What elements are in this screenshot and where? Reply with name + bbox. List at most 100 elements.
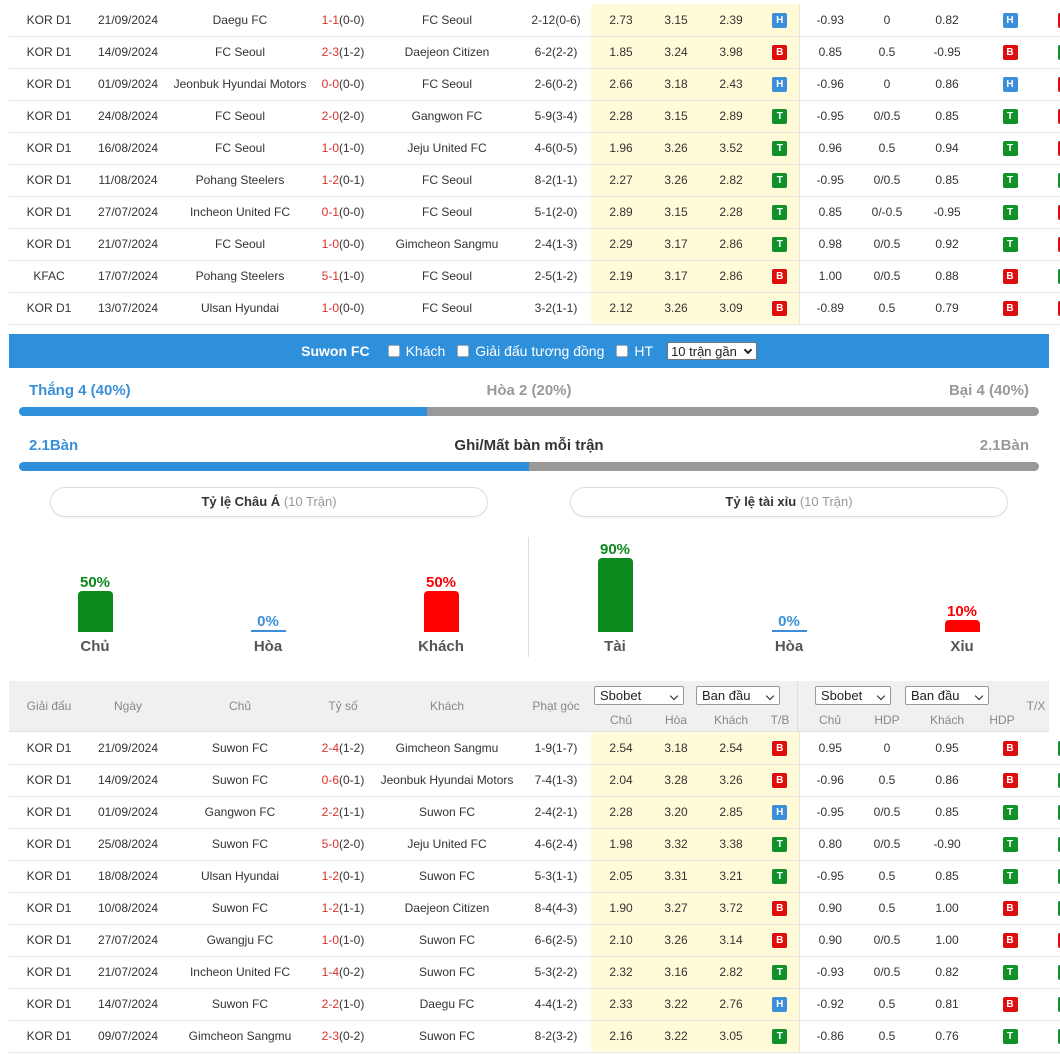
away-team-cell[interactable]: Suwon FC [373,924,521,957]
away-team-cell[interactable]: Jeju United FC [373,828,521,861]
bookmaker-select-1x2[interactable]: Sbobet [594,686,684,705]
table-row[interactable]: KOR D1 13/07/2024 Ulsan Hyundai 1-0(0-0) FC … [9,292,1060,325]
bar-label: Hòa [253,638,283,655]
half-time-score: (1-0) [339,269,365,283]
away-team-cell[interactable]: FC Seoul [373,4,521,37]
away-team-cell[interactable]: Suwon FC [373,796,521,829]
away-team-cell[interactable]: Daegu FC [373,988,521,1021]
hdp-result-cell: T [981,228,1039,261]
ht-checkbox-label[interactable]: HT [634,343,654,359]
odds-type-select-1x2[interactable]: Ban đầu [696,686,780,705]
away-team-cell[interactable]: FC Seoul [373,196,521,229]
table-row[interactable]: KOR D1 09/07/2024 Gimcheon Sangmu 2-3(0-2) S… [9,1020,1060,1053]
away-team-cell[interactable]: Jeju United FC [373,132,521,165]
bar-label: Hòa [774,638,804,655]
home-team-cell[interactable]: Ulsan Hyundai [167,860,313,893]
league-cell: KOR D1 [9,988,89,1021]
same-league-checkbox-label[interactable]: Giải đấu tương đồng [475,343,605,359]
away-team-cell[interactable]: FC Seoul [373,68,521,101]
ou-result-cell: T [1039,892,1060,925]
corner-cell: 8-2(3-2) [521,1020,591,1053]
away-checkbox[interactable] [387,345,400,357]
hdp-line-cell: 0 [861,68,913,101]
away-team-cell[interactable]: FC Seoul [373,292,521,325]
table-row[interactable]: KOR D1 14/09/2024 FC Seoul 2-3(1-2) Daejeon … [9,36,1060,69]
away-team-cell[interactable]: Gangwon FC [373,100,521,133]
home-team-cell[interactable]: Suwon FC [167,892,313,925]
table-row[interactable]: KOR D1 21/09/2024 Suwon FC 2-4(1-2) Gimcheon… [9,732,1060,765]
table-row[interactable]: KOR D1 21/07/2024 Incheon United FC 1-4(0-2… [9,956,1060,989]
hdp-away-cell: 0.82 [913,956,981,989]
table-row[interactable]: KOR D1 01/09/2024 Gangwon FC 2-2(1-1) Suwon … [9,796,1060,829]
ou-result-cell: T [1039,828,1060,861]
home-team-cell[interactable]: Suwon FC [167,764,313,797]
table-row[interactable]: KOR D1 24/08/2024 FC Seoul 2-0(2-0) Gangwon … [9,100,1060,133]
home-team-cell[interactable]: Incheon United FC [167,956,313,989]
asian_bars-column-1: 0% Hòa [228,613,308,655]
away-team-cell[interactable]: FC Seoul [373,260,521,293]
home-team-cell[interactable]: Jeonbuk Hyundai Motors [167,68,313,101]
odds-type-select-hdp[interactable]: Ban đầu [905,686,989,705]
home-team-cell[interactable]: FC Seoul [167,132,313,165]
away-team-cell[interactable]: Suwon FC [373,956,521,989]
home-team-cell[interactable]: Pohang Steelers [167,164,313,197]
odds-home-cell: 2.32 [591,956,651,989]
hdp-result-cell: B [981,732,1039,765]
bar-percentage: 10% [946,603,978,620]
ht-checkbox[interactable] [616,345,629,357]
col-hdp-line: HDP [874,713,900,727]
table-row[interactable]: KOR D1 16/08/2024 FC Seoul 1-0(1-0) Jeju Uni… [9,132,1060,165]
bookmaker-select-hdp[interactable]: Sbobet [815,686,891,705]
table-row[interactable]: KOR D1 25/08/2024 Suwon FC 5-0(2-0) Jeju Uni… [9,828,1060,861]
home-team-cell[interactable]: Gimcheon Sangmu [167,1020,313,1053]
same-league-checkbox[interactable] [457,345,470,357]
match-range-select[interactable]: 10 trận gần [667,342,757,360]
home-team-cell[interactable]: FC Seoul [167,228,313,261]
table-row[interactable]: KOR D1 01/09/2024 Jeonbuk Hyundai Motors 0-… [9,68,1060,101]
table-row[interactable]: KOR D1 27/07/2024 Incheon United FC 0-1(0-0… [9,196,1060,229]
away-team-cell[interactable]: Jeonbuk Hyundai Motors [373,764,521,797]
away-team-cell[interactable]: Daejeon Citizen [373,892,521,925]
date-cell: 27/07/2024 [89,196,167,229]
away-checkbox-label[interactable]: Khách [405,343,446,359]
goals-bar-fill [19,462,529,471]
table-row[interactable]: KOR D1 27/07/2024 Gwangju FC 1-0(1-0) Suwon … [9,924,1060,957]
home-team-cell[interactable]: Incheon United FC [167,196,313,229]
home-team-cell[interactable]: Suwon FC [167,988,313,1021]
result-badge: B [1002,901,1018,916]
result-badge: X [1057,237,1060,252]
table-row[interactable]: KFAC 17/07/2024 Pohang Steelers 5-1(1-0) FC … [9,260,1060,293]
home-team-cell[interactable]: Ulsan Hyundai [167,292,313,325]
table-row[interactable]: KOR D1 11/08/2024 Pohang Steelers 1-2(0-1) F… [9,164,1060,197]
home-team-cell[interactable]: FC Seoul [167,36,313,69]
away-team-cell[interactable]: Suwon FC [373,1020,521,1053]
away-team-cell[interactable]: Gimcheon Sangmu [373,228,521,261]
home-team-cell[interactable]: FC Seoul [167,100,313,133]
half-time-score: (1-2) [339,45,365,59]
table-row[interactable]: KOR D1 14/09/2024 Suwon FC 0-6(0-1) Jeonbuk … [9,764,1060,797]
home-team-cell[interactable]: Pohang Steelers [167,260,313,293]
result-badge: B [1002,301,1018,316]
league-cell: KOR D1 [9,196,89,229]
over-under-title: Tỷ lệ tài xỉu [725,494,797,509]
result-badge: T [1057,773,1060,788]
table-row[interactable]: KOR D1 14/07/2024 Suwon FC 2-2(1-0) Daegu FC… [9,988,1060,1021]
table-row[interactable]: KOR D1 21/07/2024 FC Seoul 1-0(0-0) Gimcheon… [9,228,1060,261]
table-row[interactable]: KOR D1 10/08/2024 Suwon FC 1-2(1-1) Daejeon … [9,892,1060,925]
away-team-cell[interactable]: Daejeon Citizen [373,36,521,69]
home-team-cell[interactable]: Suwon FC [167,828,313,861]
bar-percentage: 90% [599,541,631,558]
away-team-cell[interactable]: Gimcheon Sangmu [373,732,521,765]
away-team-cell[interactable]: Suwon FC [373,860,521,893]
home-team-cell[interactable]: Daegu FC [167,4,313,37]
home-team-cell[interactable]: Suwon FC [167,732,313,765]
home-team-cell[interactable]: Gwangju FC [167,924,313,957]
result-badge-cell: T [761,828,799,861]
half-time-score: (1-0) [339,141,365,155]
home-team-cell[interactable]: Gangwon FC [167,796,313,829]
hdp-home-cell: -0.93 [798,4,861,37]
odds-away-cell: 3.38 [701,828,761,861]
table-row[interactable]: KOR D1 18/08/2024 Ulsan Hyundai 1-2(0-1) Suw… [9,860,1060,893]
table-row[interactable]: KOR D1 21/09/2024 Daegu FC 1-1(0-0) FC Seoul… [9,4,1060,37]
away-team-cell[interactable]: FC Seoul [373,164,521,197]
